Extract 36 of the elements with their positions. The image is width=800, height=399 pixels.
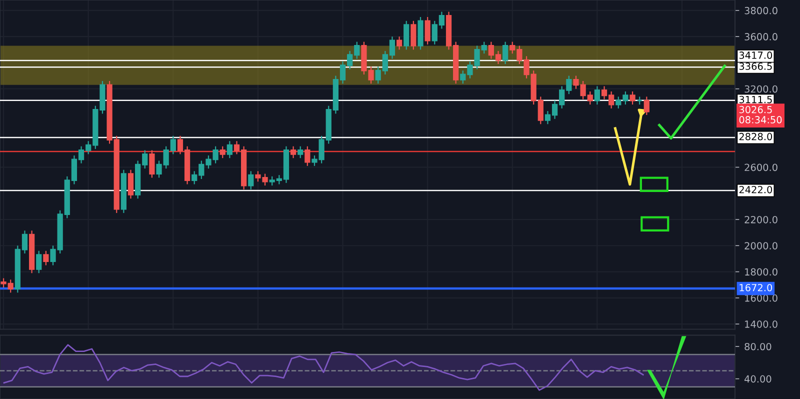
- candlestick: [502, 41, 508, 65]
- candlestick: [149, 150, 155, 178]
- candlestick: [410, 20, 416, 50]
- y-tick-label: 3600.0: [744, 33, 778, 40]
- ref-line-label: 2422.0: [739, 186, 772, 194]
- candlestick: [128, 169, 134, 200]
- y-tick-label: 2000.0: [744, 242, 778, 250]
- y-tick-label: 80.00: [744, 342, 772, 350]
- y-tick-label: 3200.0: [744, 85, 778, 93]
- y-tick-label: 40.00: [744, 375, 772, 383]
- candlestick: [298, 146, 304, 159]
- y-tick-label: 2600.0: [744, 164, 778, 172]
- y-tick-label: 1800.0: [745, 268, 778, 276]
- candlestick: [220, 146, 226, 159]
- ref-line-label: 2828.0: [739, 132, 772, 140]
- candlestick: [396, 36, 402, 50]
- candlestick: [290, 146, 296, 159]
- candlestick: [248, 170, 254, 190]
- line-series: [3, 344, 644, 391]
- y-tick-label: 1400.0: [745, 320, 778, 328]
- candlestick: [43, 250, 49, 266]
- ref-line-label: 3417.0: [739, 52, 772, 59]
- y-tick-label: 3800.0: [744, 6, 778, 14]
- candlestick: [404, 20, 410, 50]
- text: 08:34:50: [739, 116, 782, 124]
- ref-line-label: 1672.0: [740, 284, 772, 292]
- candlestick: [594, 86, 600, 106]
- candlestick: [424, 16, 430, 45]
- ref-line-label: 3366.5: [739, 62, 772, 70]
- ref-line-label: 3111.5: [739, 96, 772, 104]
- y-tick-label: 2200.0: [744, 216, 778, 224]
- text: 3026.5: [739, 106, 772, 114]
- candlestick: [304, 146, 310, 166]
- candlestick: [36, 250, 42, 274]
- candlestick: [226, 140, 233, 159]
- candlestick: [630, 90, 636, 106]
